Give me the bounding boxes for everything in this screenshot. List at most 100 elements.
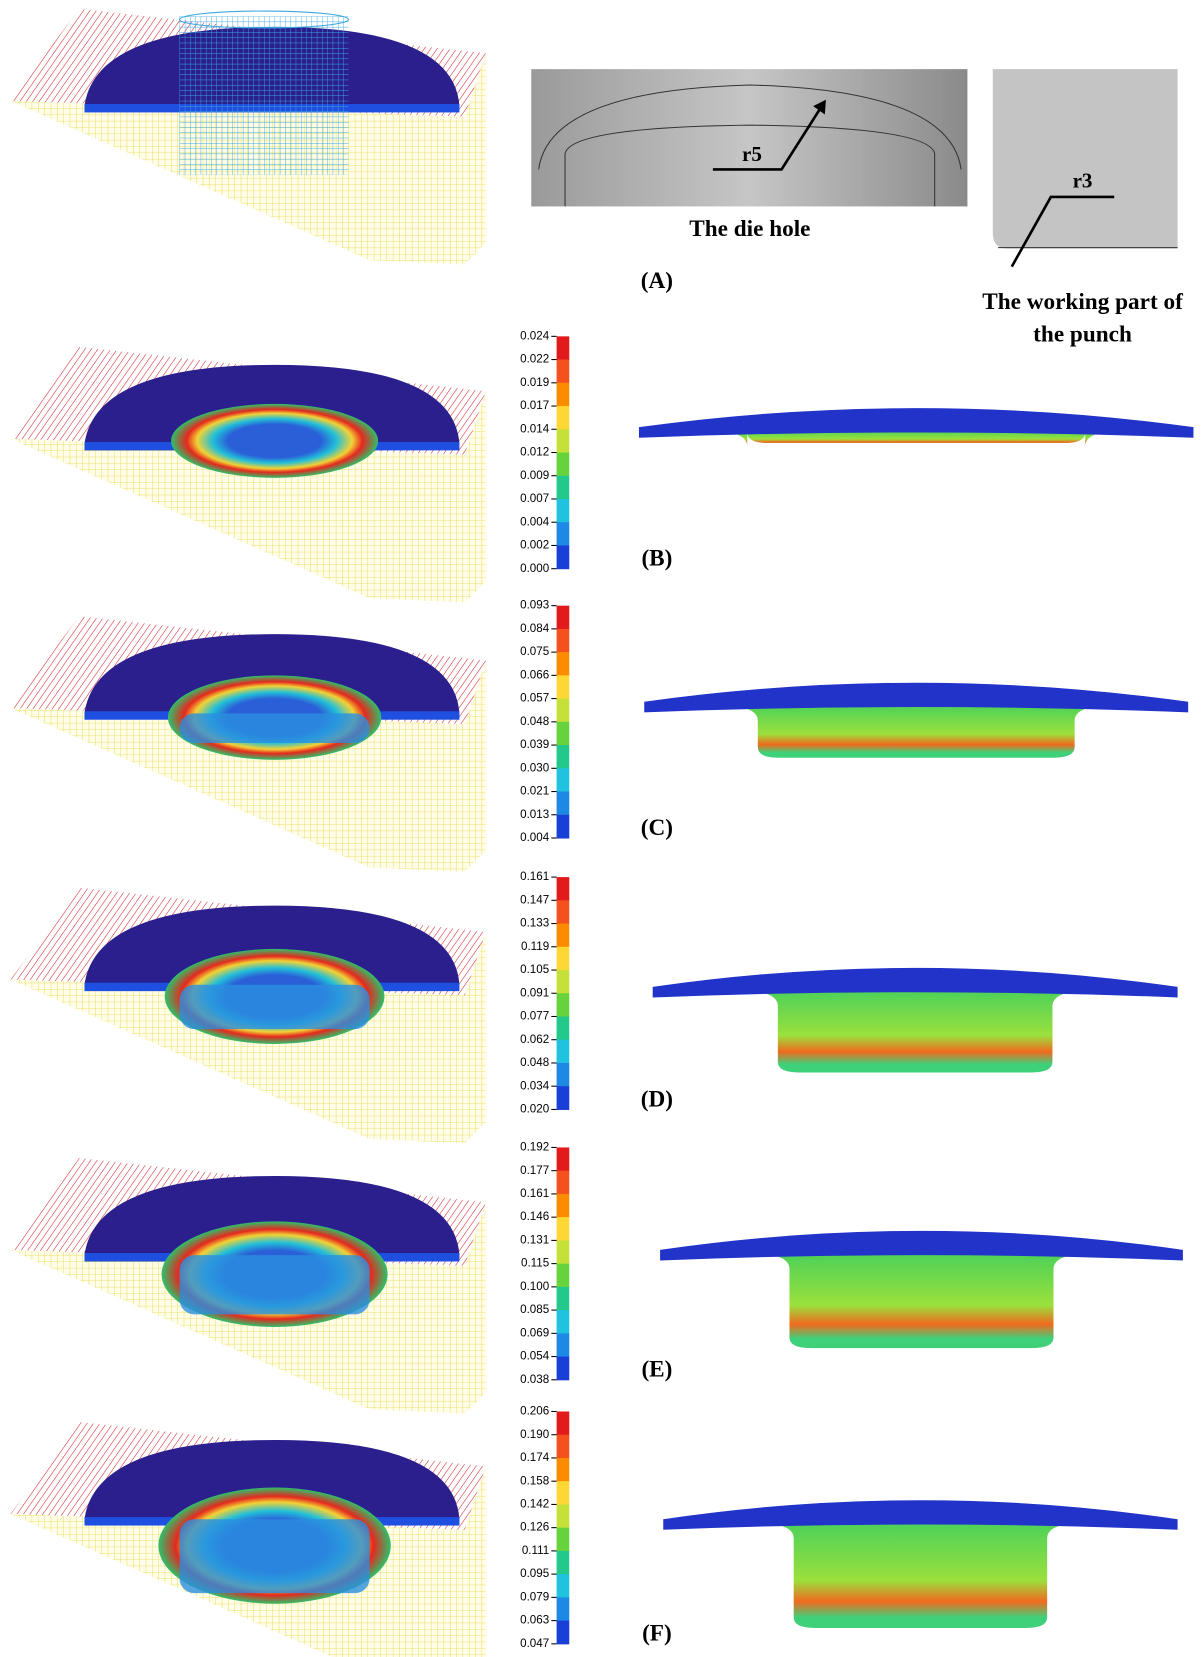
die-hole-image	[531, 69, 967, 206]
colorbar-segment	[557, 429, 570, 453]
colorbar-label: 0.131	[520, 1233, 549, 1246]
colorbar-label: 0.047	[520, 1637, 549, 1650]
colorbar-segment	[557, 476, 570, 500]
colorbar-segment	[557, 993, 570, 1017]
fem-model	[11, 347, 486, 603]
colorbar-segment	[557, 1194, 570, 1218]
colorbar-segment	[557, 545, 570, 569]
colorbar-label: 0.019	[520, 376, 549, 389]
colorbar-label: 0.057	[520, 692, 549, 705]
colorbar-label: 0.048	[520, 715, 549, 728]
colorbar-label: 0.048	[520, 1056, 549, 1069]
colorbar-label: 0.091	[520, 986, 549, 999]
colorbar-segment	[557, 1357, 570, 1381]
colorbar-segment	[557, 1574, 570, 1598]
colorbar-segment	[557, 745, 570, 769]
colorbar-label: 0.095	[520, 1567, 549, 1580]
colorbar-segment	[557, 1287, 570, 1311]
colorbar-segment	[557, 453, 570, 477]
colorbar-label: 0.069	[520, 1326, 549, 1339]
deformed-zone	[171, 404, 378, 478]
colorbar-label: 0.009	[520, 469, 549, 482]
colorbar-segment	[557, 947, 570, 971]
colorbar-label: 0.054	[520, 1350, 550, 1363]
colorbar-segment	[557, 768, 570, 792]
colorbar-segment	[557, 652, 570, 676]
panel-label: (F)	[642, 1621, 672, 1647]
colorbar-segment	[557, 1551, 570, 1575]
colorbar-label: 0.161	[520, 1187, 549, 1200]
colorbar-label: 0.013	[520, 808, 549, 821]
colorbar-segment	[557, 336, 570, 360]
colorbar-segment	[557, 1171, 570, 1195]
radius-label: r3	[1073, 168, 1093, 192]
colorbar-segment	[557, 900, 570, 924]
colorbar-label: 0.206	[520, 1405, 549, 1418]
colorbar-label: 0.158	[520, 1474, 549, 1487]
colorbar-label: 0.192	[520, 1141, 549, 1154]
colorbar-segment	[557, 1016, 570, 1040]
colorbar-segment	[557, 383, 570, 407]
fem-model	[11, 616, 486, 872]
colorbar-segment	[557, 1086, 570, 1110]
colorbar-label: 0.084	[520, 622, 550, 635]
colorbar-segment	[557, 1333, 570, 1357]
panel-a: r5 The die hole r3 The working part of t…	[531, 69, 1183, 347]
cup	[747, 1253, 1096, 1348]
colorbar-label: 0.119	[521, 940, 549, 953]
colorbar-segment	[557, 815, 570, 839]
colorbar-segment	[557, 1458, 570, 1482]
panel-label: (E)	[641, 1357, 672, 1383]
colorbar-label: 0.012	[520, 446, 549, 459]
colorbar-label: 0.115	[521, 1257, 549, 1270]
colorbar-label: 0.111	[522, 1544, 549, 1557]
colorbar-segment	[557, 722, 570, 746]
colorbar-label: 0.146	[520, 1210, 549, 1223]
panel-label: (A)	[641, 268, 673, 294]
caption: The working part of	[982, 289, 1183, 315]
colorbar-segment	[557, 924, 570, 948]
colorbar-segment	[557, 675, 570, 699]
colorbar-label: 0.020	[520, 1102, 549, 1115]
colorbar-label: 0.142	[520, 1497, 549, 1510]
colorbar-label: 0.014	[520, 422, 550, 435]
panel-label: (D)	[641, 1086, 673, 1112]
colorbar-label: 0.077	[520, 1010, 549, 1023]
cup-wall	[180, 1519, 370, 1593]
colorbar-label: 0.133	[520, 917, 549, 930]
colorbar-label: 0.021	[520, 785, 549, 798]
fem-model	[11, 888, 486, 1144]
colorbar-label: 0.066	[520, 668, 549, 681]
colorbar-segment	[557, 877, 570, 901]
colorbar-segment	[557, 360, 570, 384]
colorbar-label: 0.000	[520, 562, 549, 575]
colorbar-label: 0.024	[520, 329, 550, 342]
cup	[716, 705, 1117, 758]
colorbar-segment	[557, 1411, 570, 1435]
fem-model	[11, 9, 486, 265]
panel-label: (C)	[641, 815, 673, 841]
radius-label: r5	[742, 142, 762, 166]
colorbar-label: 0.030	[520, 761, 549, 774]
colorbar-segment	[557, 499, 570, 523]
colorbar-label: 0.174	[520, 1451, 550, 1464]
colorbar-segment	[557, 406, 570, 430]
colorbar-label: 0.105	[520, 963, 549, 976]
colorbar-label: 0.022	[520, 353, 549, 366]
caption: the punch	[1033, 322, 1132, 348]
figure: r5 The die hole r3 The working part of t…	[0, 0, 1204, 1657]
colorbar-segment	[557, 1481, 570, 1505]
punch	[180, 16, 349, 174]
fem-model	[11, 1158, 486, 1414]
cup	[751, 1522, 1089, 1628]
colorbar-label: 0.126	[520, 1521, 549, 1534]
colorbar-segment	[557, 1147, 570, 1171]
colorbar-label: 0.093	[520, 599, 549, 612]
panel-label: (B)	[641, 546, 672, 572]
cup-wall	[180, 713, 370, 743]
colorbar-label: 0.034	[520, 1079, 550, 1092]
colorbar-segment	[557, 1264, 570, 1288]
colorbar-segment	[557, 1240, 570, 1264]
colorbar-label: 0.147	[520, 893, 549, 906]
colorbar-segment	[557, 629, 570, 653]
